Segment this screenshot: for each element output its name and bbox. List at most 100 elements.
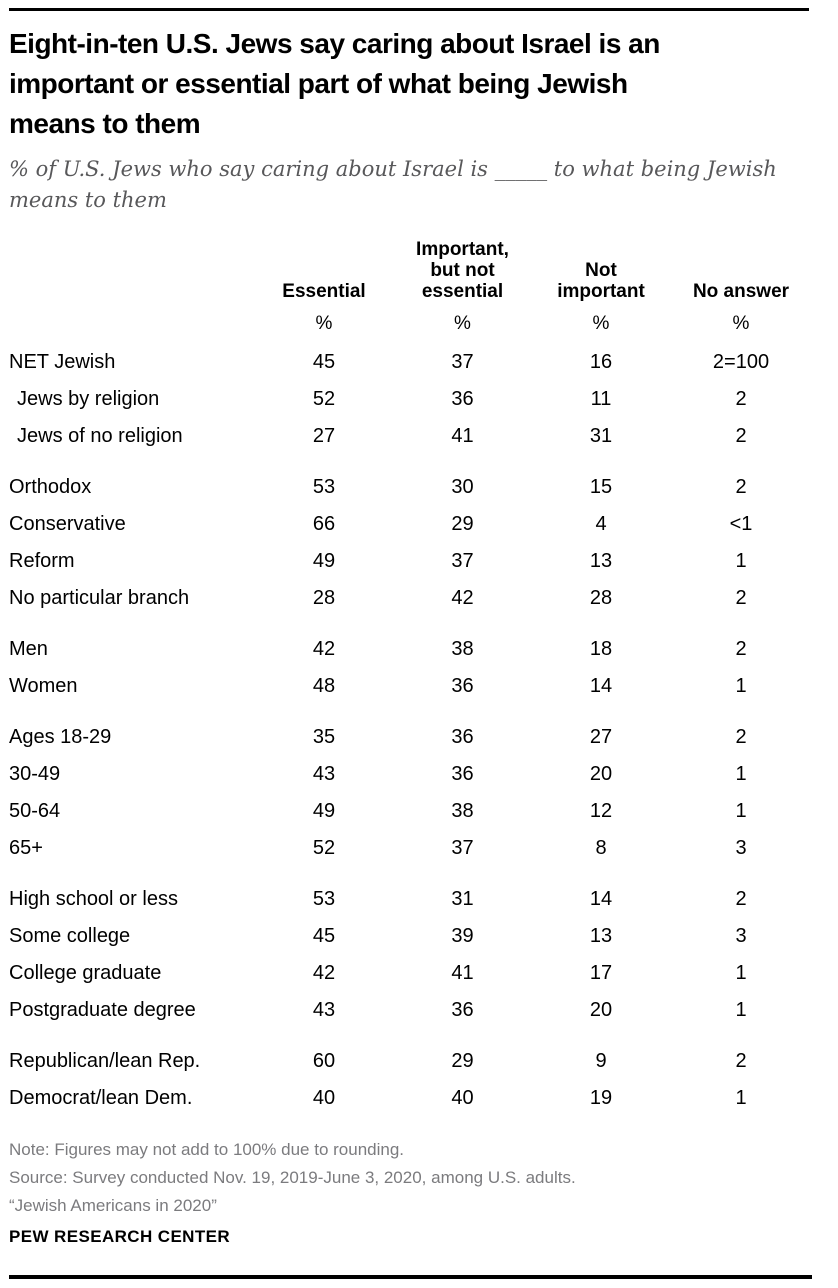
table-row: 30-49 43 36 20 1 xyxy=(9,756,811,793)
row-label: Ages 18-29 xyxy=(9,726,112,748)
table-row: Jews by religion 52 36 11 2 xyxy=(9,381,811,418)
cell-value: 15 xyxy=(589,476,613,498)
cell-value: 13 xyxy=(589,925,613,947)
cell-value: 8 xyxy=(595,837,607,859)
note-line: Note: Figures may not add to 100% due to… xyxy=(9,1140,405,1159)
row-label: 50-64 xyxy=(9,800,61,822)
subtitle-line: means to them xyxy=(9,188,167,212)
cell-value: 1 xyxy=(735,1087,747,1109)
cell-value: 37 xyxy=(451,351,474,373)
cell-value: 12 xyxy=(589,800,613,822)
row-label: Some college xyxy=(9,925,131,947)
cell-value: 42 xyxy=(451,587,474,609)
cell-value: 2 xyxy=(735,388,747,410)
cell-value: 36 xyxy=(451,388,474,410)
cell-value: 18 xyxy=(589,638,613,660)
cell-value: 35 xyxy=(312,726,336,748)
table-row: Conservative 66 29 4 <1 xyxy=(9,506,811,543)
empty-unit-cell xyxy=(9,304,254,344)
row-label: 30-49 xyxy=(9,763,61,785)
cell-value: 14 xyxy=(589,888,613,910)
table-row: Men 42 38 18 2 xyxy=(9,617,811,668)
unit-percent: % xyxy=(315,313,333,334)
cell-value: 30 xyxy=(451,476,474,498)
table-row: Women 48 36 14 1 xyxy=(9,668,811,705)
table-row: 50-64 49 38 12 1 xyxy=(9,793,811,830)
col-header-not-important: Not important xyxy=(557,260,645,302)
cell-value: 11 xyxy=(590,388,612,410)
cell-value: 43 xyxy=(312,763,336,785)
unit-row: % % % % xyxy=(9,304,811,344)
source-line: Source: Survey conducted Nov. 19, 2019-J… xyxy=(9,1168,576,1187)
cell-value: 42 xyxy=(312,638,336,660)
cell-value: 31 xyxy=(451,888,474,910)
pew-research-center-wordmark: PEW RESEARCH CENTER xyxy=(9,1227,231,1246)
table-row: No particular branch 28 42 28 2 xyxy=(9,580,811,617)
table-header: Essential Important, but not essential N… xyxy=(9,234,811,344)
row-label: Conservative xyxy=(9,513,126,535)
cell-value: 43 xyxy=(312,999,336,1021)
col-header-no-answer: No answer xyxy=(692,281,790,302)
cell-value: 2 xyxy=(735,638,747,660)
row-label: 65+ xyxy=(9,837,43,859)
row-label: Postgraduate degree xyxy=(9,999,196,1021)
cell-value: 16 xyxy=(589,351,613,373)
cell-value: 31 xyxy=(589,425,613,447)
cell-value: <1 xyxy=(729,513,753,535)
unit-percent: % xyxy=(592,313,610,334)
figure-content: Eight-in-ten U.S. Jews say caring about … xyxy=(9,11,811,1248)
row-label: NET Jewish xyxy=(9,351,116,373)
cell-value: 1 xyxy=(735,800,747,822)
row-label: Reform xyxy=(9,550,75,572)
top-rule xyxy=(9,8,809,11)
cell-value: 2 xyxy=(735,1050,747,1072)
unit-percent: % xyxy=(732,313,750,334)
cell-value: 27 xyxy=(312,425,336,447)
cell-value: 2 xyxy=(735,476,747,498)
cell-value: 36 xyxy=(451,763,474,785)
cell-value: 45 xyxy=(312,925,336,947)
row-label: College graduate xyxy=(9,962,162,984)
table-row: High school or less 53 31 14 2 xyxy=(9,867,811,918)
table-row: Republican/lean Rep. 60 29 9 2 xyxy=(9,1029,811,1080)
table-body: NET Jewish 45 37 16 2=100 Jews by religion … xyxy=(9,344,811,1117)
table-row: Democrat/lean Dem. 40 40 19 1 xyxy=(9,1080,811,1117)
cell-value: 53 xyxy=(312,888,336,910)
cell-value: 27 xyxy=(589,726,613,748)
title-line: means to them xyxy=(9,108,201,139)
cell-value: 52 xyxy=(312,837,336,859)
cell-value: 36 xyxy=(451,726,474,748)
table-row: Jews of no religion 27 41 31 2 xyxy=(9,418,811,455)
cell-value: 13 xyxy=(589,550,613,572)
cell-value: 9 xyxy=(595,1050,607,1072)
row-label: Jews of no religion xyxy=(17,425,183,447)
cell-value: 20 xyxy=(589,999,613,1021)
cell-value: 40 xyxy=(451,1087,474,1109)
title-line: Eight-in-ten U.S. Jews say caring about … xyxy=(9,28,660,59)
col-header-important-but-not-essential: Important, but not essential xyxy=(416,239,509,302)
cell-value: 29 xyxy=(451,1050,474,1072)
cell-value: 1 xyxy=(735,962,747,984)
table-row: Ages 18-29 35 36 27 2 xyxy=(9,705,811,756)
table-row: College graduate 42 41 17 1 xyxy=(9,955,811,992)
cell-value: 2 xyxy=(735,587,747,609)
cell-value: 40 xyxy=(312,1087,336,1109)
cell-value: 3 xyxy=(735,925,747,947)
cell-value: 41 xyxy=(451,425,474,447)
row-label: Men xyxy=(9,638,48,660)
table-row: Postgraduate degree 43 36 20 1 xyxy=(9,992,811,1029)
cell-value: 60 xyxy=(312,1050,336,1072)
cell-value: 36 xyxy=(451,675,474,697)
table-row: Orthodox 53 30 15 2 xyxy=(9,455,811,506)
cell-value: 48 xyxy=(312,675,336,697)
cell-value: 19 xyxy=(589,1087,613,1109)
row-label: Democrat/lean Dem. xyxy=(9,1087,193,1109)
row-label: High school or less xyxy=(9,888,178,910)
unit-percent: % xyxy=(454,313,471,334)
table-row: 65+ 52 37 8 3 xyxy=(9,830,811,867)
row-label: No particular branch xyxy=(9,587,190,609)
cell-value: 4 xyxy=(595,513,607,535)
cell-value: 2 xyxy=(735,726,747,748)
cell-value: 39 xyxy=(451,925,474,947)
